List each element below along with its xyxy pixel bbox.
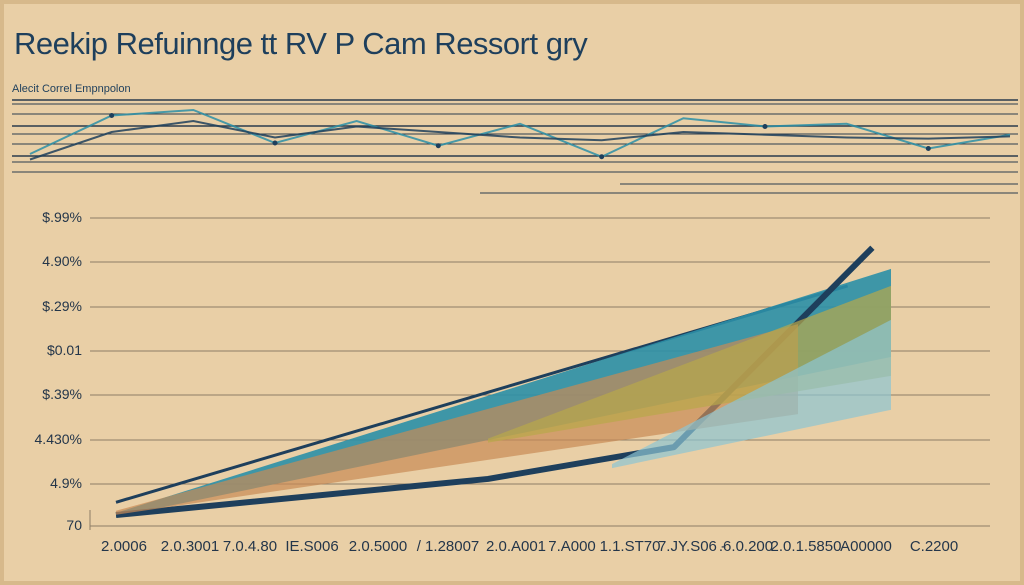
- y-tick-label: 4.430%: [34, 431, 82, 447]
- x-tick-label: 2.0.1.5850: [770, 538, 842, 555]
- x-tick-label: C.2200: [909, 538, 959, 555]
- x-tick-label: / 1.28007: [416, 538, 480, 555]
- y-tick-label: $0.01: [46, 342, 82, 358]
- series-area-5: [488, 285, 891, 443]
- chart-subtitle: Alecit Correl Empnpolon: [12, 83, 131, 95]
- series-area-4: [116, 324, 798, 515]
- y-tick-label: $.29%: [42, 298, 82, 314]
- x-tick-label: IE.S006: [285, 538, 339, 555]
- series-area-2: [116, 268, 891, 517]
- x-tick-label: 7.JY.S06 -: [657, 538, 727, 555]
- chart-title: Reekip Refuinnge tt RV P Cam Ressort gry: [14, 26, 588, 61]
- y-tick-label: 4.9%: [50, 475, 82, 491]
- x-tick-label: 2.0.5000: [348, 538, 408, 555]
- x-tick-label: 2.0.3001: [160, 538, 220, 555]
- sparkline-point: [762, 124, 768, 129]
- sparkline-point: [599, 154, 605, 160]
- sparkline-point: [109, 113, 115, 118]
- sparkline-point: [435, 143, 441, 149]
- x-tick-label: 2.0.A001: [485, 538, 547, 555]
- y-tick-label: $.39%: [42, 386, 82, 402]
- x-tick-label: 7.A000: [548, 538, 596, 555]
- sparkline-point: [272, 140, 278, 146]
- sparkline-series-2: [29, 119, 1011, 161]
- x-tick-label: 2.0006: [101, 538, 147, 555]
- x-tick-label: 1.1.ST70: [599, 538, 661, 555]
- y-tick-label: 4.90%: [42, 253, 82, 269]
- sparkline-series-1: [29, 108, 1011, 158]
- sparkline-point: [925, 146, 931, 151]
- x-tick-label: 7.0.4.80: [222, 538, 278, 555]
- y-tick-label: $.99%: [42, 209, 82, 225]
- series-area-6: [612, 319, 891, 469]
- x-tick-label: A00000: [840, 538, 892, 555]
- x-tick-label: .6.0.200: [718, 538, 774, 555]
- y-tick-label: 70: [66, 517, 82, 533]
